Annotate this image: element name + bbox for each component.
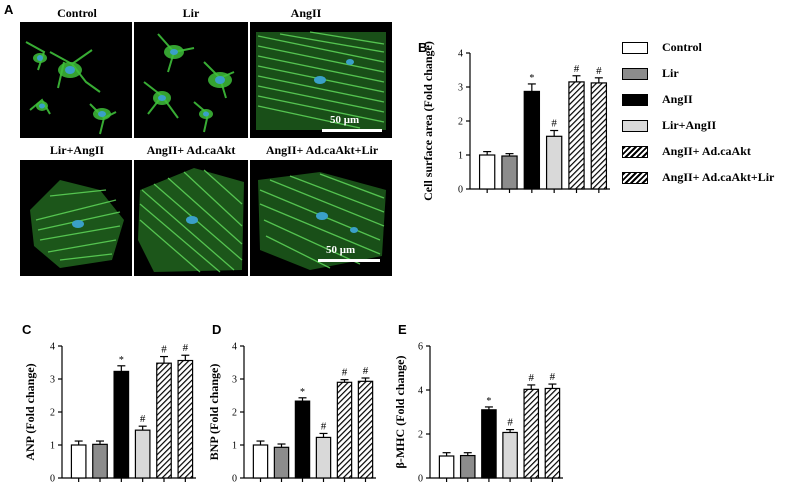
- bar-b-4: [568, 81, 585, 190]
- annotation-d-4: #: [342, 367, 348, 379]
- y-axis-label-b: Cell surface area (Fold change): [421, 41, 435, 201]
- y-tick-label-d-3: 3: [232, 375, 237, 386]
- bar-b-2: [523, 90, 541, 190]
- annotation-c-3: #: [140, 413, 146, 425]
- legend-swatch-angii: [622, 94, 648, 106]
- y-tick-label-d-2: 2: [232, 408, 237, 419]
- panel-letter-c: C: [22, 322, 32, 337]
- bar-c-4: [156, 362, 172, 479]
- legend-swatch-lir: [622, 68, 648, 80]
- legend-swatch-angii-caakt-lir: [622, 172, 648, 184]
- y-tick-label-c-1: 1: [50, 441, 55, 452]
- annotation-d-2: *: [300, 387, 305, 398]
- panel-letter-e: E: [398, 322, 407, 337]
- legend-swatch-angii-caakt: [622, 146, 648, 158]
- bar-d-2: [294, 400, 311, 479]
- bar-c-1: [92, 443, 108, 479]
- legend-label-control: Control: [662, 40, 702, 54]
- bar-d-5: [357, 380, 374, 479]
- annotation-c-4: #: [161, 344, 167, 356]
- micro-image-angii-caakt-lir: [250, 160, 392, 276]
- legend-label-lir-angii: Lir+AngII: [662, 118, 717, 132]
- y-tick-label-e-3: 6: [418, 342, 423, 353]
- y-tick-label-d-4: 4: [232, 342, 237, 353]
- annotation-c-2: *: [119, 355, 124, 366]
- micro-label-lir: Lir: [182, 6, 200, 20]
- y-tick-label-c-3: 3: [50, 375, 55, 386]
- annotation-b-4: #: [574, 63, 580, 75]
- y-tick-label-c-0: 0: [50, 474, 55, 485]
- y-tick-label-b-1: 1: [458, 151, 463, 162]
- y-axis-label-d: BNP (Fold change): [207, 364, 221, 461]
- micro-label-angii: AngII: [290, 6, 322, 20]
- legend-label-angii-caakt: AngII+ Ad.caAkt: [662, 144, 751, 158]
- bar-e-3: [502, 431, 518, 479]
- y-tick-label-d-1: 1: [232, 441, 237, 452]
- y-tick-label-e-0: 0: [418, 474, 423, 485]
- scale-bar-label-top: 50 μm: [330, 114, 360, 126]
- legend-label-angii-caakt-lir: AngII+ Ad.caAkt+Lir: [662, 170, 775, 184]
- annotation-e-4: #: [529, 372, 535, 384]
- annotation-d-5: #: [363, 365, 369, 377]
- annotation-d-3: #: [321, 420, 327, 432]
- bar-e-2: [481, 409, 497, 479]
- annotation-e-3: #: [507, 417, 513, 429]
- annotation-b-3: #: [551, 118, 557, 130]
- bar-e-4: [523, 388, 540, 479]
- legend-swatch-control: [622, 42, 648, 54]
- legend-label-angii: AngII: [662, 92, 693, 106]
- bar-b-5: [590, 82, 608, 190]
- y-tick-label-e-2: 4: [418, 386, 423, 397]
- bar-e-1: [459, 454, 476, 479]
- y-tick-label-b-3: 3: [458, 83, 463, 94]
- panel-letter-a: A: [4, 2, 14, 17]
- y-tick-label-b-0: 0: [458, 185, 463, 196]
- bar-c-2: [113, 370, 130, 479]
- bar-c-0: [70, 444, 87, 479]
- micro-image-lir-angii: [20, 160, 132, 276]
- bar-e-5: [544, 387, 561, 479]
- micro-label-control: Control: [57, 6, 97, 20]
- annotation-b-5: #: [596, 65, 602, 77]
- micro-label-angii-caakt: AngII+ Ad.caAkt: [146, 143, 236, 157]
- panel-letter-b: B: [418, 40, 428, 55]
- bar-c-5: [177, 359, 194, 479]
- bar-e-0: [438, 455, 455, 479]
- legend-swatch-lir-angii: [622, 120, 648, 132]
- annotation-b-2: *: [529, 73, 534, 84]
- legend-label-lir: Lir: [662, 66, 679, 80]
- y-axis-label-c: ANP (Fold change): [23, 363, 37, 460]
- bar-b-1: [501, 155, 518, 190]
- y-tick-label-c-4: 4: [50, 342, 55, 353]
- y-tick-label-c-2: 2: [50, 408, 55, 419]
- micro-image-lir: [134, 22, 248, 138]
- y-tick-label-b-4: 4: [458, 49, 463, 60]
- y-tick-label-d-0: 0: [232, 474, 237, 485]
- y-tick-label-e-1: 2: [418, 430, 423, 441]
- micro-image-angii-caakt: [134, 160, 248, 276]
- scale-bar-label-bottom: 50 μm: [326, 244, 356, 256]
- bar-d-4: [336, 381, 353, 479]
- y-tick-label-b-2: 2: [458, 117, 463, 128]
- scale-bar-top: [322, 129, 382, 132]
- legend: Control Lir AngII Lir+AngII AngII+ Ad.ca…: [622, 40, 792, 200]
- micro-image-control: [20, 22, 132, 138]
- bar-d-3: [315, 436, 332, 479]
- micro-label-lir-angii: Lir+AngII: [49, 143, 105, 157]
- y-axis-label-e: β-MHC (Fold change): [393, 356, 407, 469]
- bar-b-0: [478, 154, 496, 190]
- annotation-e-2: *: [486, 396, 491, 407]
- micro-label-angii-caakt-lir: AngII+ Ad.caAkt+Lir: [265, 143, 379, 157]
- micro-image-angii: [250, 22, 392, 138]
- annotation-e-5: #: [550, 371, 556, 383]
- scale-bar-bottom: [318, 259, 380, 262]
- bar-d-0: [252, 444, 269, 479]
- annotation-c-5: #: [183, 342, 189, 354]
- bar-d-1: [273, 446, 290, 479]
- bar-b-3: [545, 135, 563, 190]
- bar-c-3: [134, 429, 151, 479]
- panel-letter-d: D: [212, 322, 222, 337]
